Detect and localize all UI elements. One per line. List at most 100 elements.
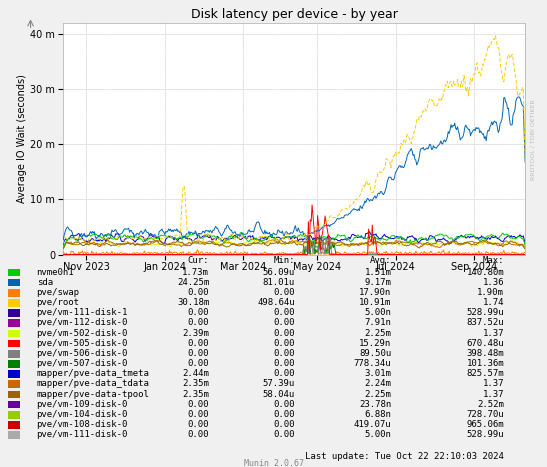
Text: Avg:: Avg: bbox=[370, 256, 392, 265]
Bar bbox=[8, 421, 20, 429]
Text: 0.00: 0.00 bbox=[188, 308, 209, 317]
Text: Max:: Max: bbox=[482, 256, 504, 265]
Text: 1.51m: 1.51m bbox=[364, 268, 392, 276]
Text: pve/vm-506-disk-0: pve/vm-506-disk-0 bbox=[37, 349, 128, 358]
Y-axis label: Average IO Wait (seconds): Average IO Wait (seconds) bbox=[18, 75, 27, 203]
Text: 9.17m: 9.17m bbox=[364, 278, 392, 287]
Text: 0.00: 0.00 bbox=[188, 359, 209, 368]
Bar bbox=[8, 411, 20, 418]
Text: mapper/pve-data_tmeta: mapper/pve-data_tmeta bbox=[37, 369, 149, 378]
Text: 2.39m: 2.39m bbox=[182, 329, 209, 338]
Text: 2.25m: 2.25m bbox=[364, 329, 392, 338]
Text: pve/vm-502-disk-0: pve/vm-502-disk-0 bbox=[37, 329, 128, 338]
Title: Disk latency per device - by year: Disk latency per device - by year bbox=[190, 8, 398, 21]
Bar bbox=[8, 390, 20, 398]
Text: 0.00: 0.00 bbox=[274, 410, 295, 419]
Text: 89.50u: 89.50u bbox=[359, 349, 392, 358]
Text: 0.00: 0.00 bbox=[274, 329, 295, 338]
Bar bbox=[8, 330, 20, 337]
Text: 101.36m: 101.36m bbox=[467, 359, 504, 368]
Text: pve/vm-111-disk-1: pve/vm-111-disk-1 bbox=[37, 308, 128, 317]
Text: Munin 2.0.67: Munin 2.0.67 bbox=[243, 459, 304, 467]
Text: 0.00: 0.00 bbox=[188, 420, 209, 429]
Text: 15.29n: 15.29n bbox=[359, 339, 392, 348]
Text: 1.37: 1.37 bbox=[482, 329, 504, 338]
Text: 6.88n: 6.88n bbox=[364, 410, 392, 419]
Text: 81.01u: 81.01u bbox=[263, 278, 295, 287]
Text: 2.25m: 2.25m bbox=[364, 389, 392, 399]
Bar bbox=[8, 360, 20, 368]
Bar bbox=[8, 309, 20, 317]
Text: 5.00n: 5.00n bbox=[364, 430, 392, 439]
Bar bbox=[8, 401, 20, 408]
Text: 728.70u: 728.70u bbox=[467, 410, 504, 419]
Text: 0.00: 0.00 bbox=[188, 349, 209, 358]
Text: 0.00: 0.00 bbox=[274, 400, 295, 409]
Text: 0.00: 0.00 bbox=[188, 288, 209, 297]
Text: 778.34u: 778.34u bbox=[354, 359, 392, 368]
Text: 140.80m: 140.80m bbox=[467, 268, 504, 276]
Text: 670.48u: 670.48u bbox=[467, 339, 504, 348]
Bar bbox=[8, 279, 20, 286]
Text: 3.01m: 3.01m bbox=[364, 369, 392, 378]
Text: 0.00: 0.00 bbox=[188, 400, 209, 409]
Text: 1.37: 1.37 bbox=[482, 380, 504, 389]
Text: 0.00: 0.00 bbox=[274, 308, 295, 317]
Bar bbox=[8, 381, 20, 388]
Bar bbox=[8, 319, 20, 327]
Text: 5.00n: 5.00n bbox=[364, 308, 392, 317]
Text: mapper/pve-data-tpool: mapper/pve-data-tpool bbox=[37, 389, 149, 399]
Bar bbox=[8, 350, 20, 358]
Text: 0.00: 0.00 bbox=[188, 339, 209, 348]
Text: 0.00: 0.00 bbox=[188, 318, 209, 327]
Bar bbox=[8, 340, 20, 347]
Text: Cur:: Cur: bbox=[188, 256, 209, 265]
Text: pve/vm-109-disk-0: pve/vm-109-disk-0 bbox=[37, 400, 128, 409]
Text: 1.73m: 1.73m bbox=[182, 268, 209, 276]
Text: 965.06m: 965.06m bbox=[467, 420, 504, 429]
Text: 56.09u: 56.09u bbox=[263, 268, 295, 276]
Text: 2.24m: 2.24m bbox=[364, 380, 392, 389]
Text: 2.35m: 2.35m bbox=[182, 380, 209, 389]
Text: 23.78n: 23.78n bbox=[359, 400, 392, 409]
Bar bbox=[8, 289, 20, 297]
Text: 0.00: 0.00 bbox=[274, 420, 295, 429]
Text: 837.52u: 837.52u bbox=[467, 318, 504, 327]
Text: 1.36: 1.36 bbox=[482, 278, 504, 287]
Text: nvme0n1: nvme0n1 bbox=[37, 268, 74, 276]
Text: 7.91n: 7.91n bbox=[364, 318, 392, 327]
Text: 2.35m: 2.35m bbox=[182, 389, 209, 399]
Text: 0.00: 0.00 bbox=[274, 359, 295, 368]
Text: pve/root: pve/root bbox=[37, 298, 79, 307]
Text: pve/vm-505-disk-0: pve/vm-505-disk-0 bbox=[37, 339, 128, 348]
Text: 1.74: 1.74 bbox=[482, 298, 504, 307]
Text: 398.48m: 398.48m bbox=[467, 349, 504, 358]
Text: 0.00: 0.00 bbox=[188, 430, 209, 439]
Text: 0.00: 0.00 bbox=[274, 430, 295, 439]
Bar bbox=[8, 431, 20, 439]
Text: 58.04u: 58.04u bbox=[263, 389, 295, 399]
Text: pve/vm-111-disk-0: pve/vm-111-disk-0 bbox=[37, 430, 128, 439]
Text: 17.90n: 17.90n bbox=[359, 288, 392, 297]
Text: 0.00: 0.00 bbox=[274, 349, 295, 358]
Text: 1.90m: 1.90m bbox=[477, 288, 504, 297]
Text: pve/vm-507-disk-0: pve/vm-507-disk-0 bbox=[37, 359, 128, 368]
Text: pve/vm-112-disk-0: pve/vm-112-disk-0 bbox=[37, 318, 128, 327]
Text: 0.00: 0.00 bbox=[274, 318, 295, 327]
Text: Min:: Min: bbox=[274, 256, 295, 265]
Bar bbox=[8, 269, 20, 276]
Text: sda: sda bbox=[37, 278, 53, 287]
Text: 0.00: 0.00 bbox=[274, 339, 295, 348]
Text: 0.00: 0.00 bbox=[274, 288, 295, 297]
Text: 0.00: 0.00 bbox=[274, 369, 295, 378]
Text: pve/vm-108-disk-0: pve/vm-108-disk-0 bbox=[37, 420, 128, 429]
Text: 528.99u: 528.99u bbox=[467, 308, 504, 317]
Text: RRDTOOL / TOBI OETIKER: RRDTOOL / TOBI OETIKER bbox=[531, 100, 536, 180]
Text: 1.37: 1.37 bbox=[482, 389, 504, 399]
Text: pve/vm-104-disk-0: pve/vm-104-disk-0 bbox=[37, 410, 128, 419]
Text: 825.57m: 825.57m bbox=[467, 369, 504, 378]
Text: 2.44m: 2.44m bbox=[182, 369, 209, 378]
Text: mapper/pve-data_tdata: mapper/pve-data_tdata bbox=[37, 380, 149, 389]
Text: 30.18m: 30.18m bbox=[177, 298, 209, 307]
Text: 10.91m: 10.91m bbox=[359, 298, 392, 307]
